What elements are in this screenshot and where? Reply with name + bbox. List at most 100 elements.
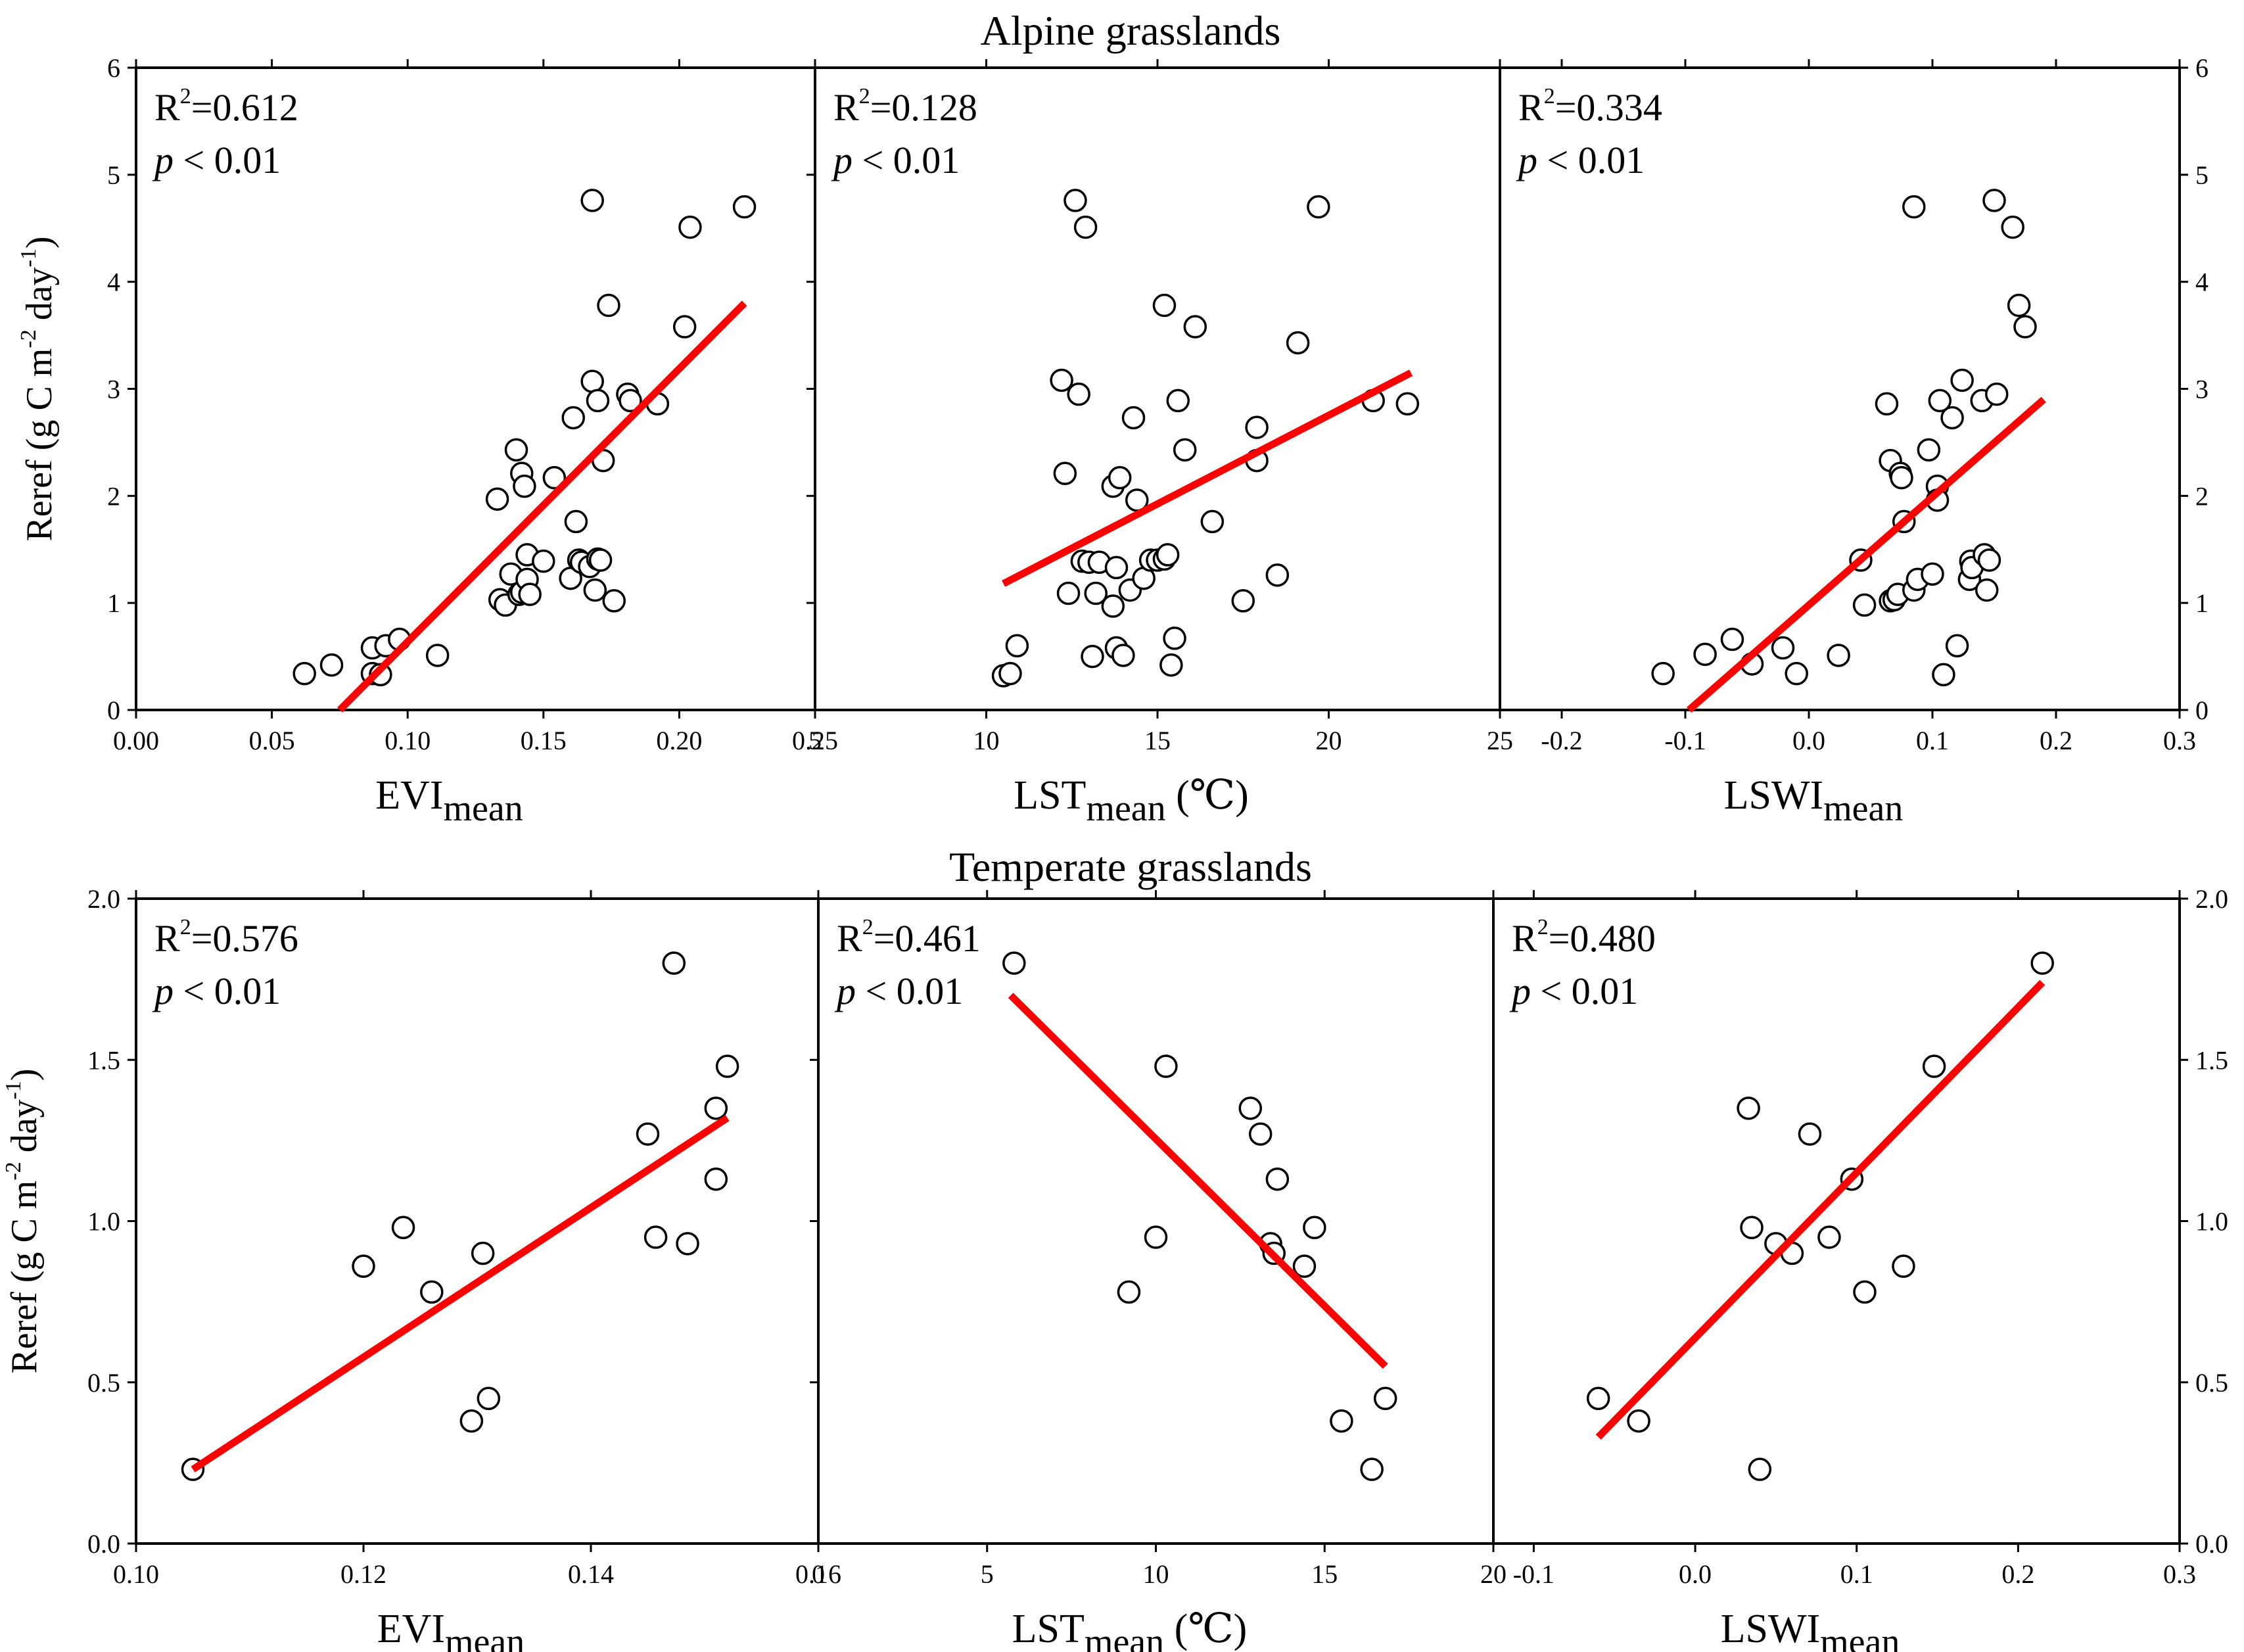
y-tick-label: 2.0 <box>87 884 120 914</box>
y-tick-label: 0 <box>2195 696 2209 725</box>
y-axis-label: Reref (g C m-2 day-1) <box>16 236 60 541</box>
y-tick-label: 5 <box>107 160 120 190</box>
x-tick-label: 0.10 <box>113 1559 159 1589</box>
data-point <box>2013 315 2037 339</box>
x-tick-label: 5 <box>981 1559 994 1589</box>
x-axis-label: LSWImean <box>1721 1607 1900 1652</box>
data-point <box>1265 563 1290 587</box>
data-point <box>1373 1386 1397 1411</box>
x-tick-label: 0.3 <box>2163 1559 2196 1589</box>
x-tick-label: 25 <box>1487 726 1513 755</box>
data-point <box>459 1409 484 1433</box>
data-point <box>1084 581 1108 605</box>
y-tick-label: 6 <box>2195 53 2209 83</box>
data-point <box>1875 392 1899 416</box>
x-tick-label: 15 <box>1144 726 1171 755</box>
data-point <box>580 189 604 212</box>
data-point <box>1154 1054 1178 1078</box>
data-point <box>1720 627 1744 651</box>
x-tick-label: -0.1 <box>1664 726 1706 755</box>
data-point <box>561 406 586 430</box>
data-point <box>1073 215 1098 239</box>
data-point <box>1693 642 1717 667</box>
data-point <box>1053 461 1077 485</box>
data-point <box>1005 634 1029 658</box>
data-point <box>1932 663 1955 687</box>
x-tick-label: 0.2 <box>2040 726 2072 755</box>
panels: 0.00 0.05 0.10 0.15 0.20 0.250123456EVImeanRe… <box>1 53 2228 1652</box>
panel-4: 0.10 0.12 0.14 0.16 0.0 0.5 1.0 1.5 2.0 EVImean Re… <box>1 884 841 1652</box>
x-tick-label: 5 <box>808 726 822 755</box>
regression-line <box>191 1114 730 1473</box>
x-tick-label: 0.16 <box>795 1559 841 1589</box>
data-point <box>636 1122 660 1146</box>
data-point <box>1248 1122 1273 1146</box>
panel-6: -0.1 0.0 0.1 0.2 0.30.00.51.01.52.0LSWImeanR… <box>1492 884 2228 1652</box>
x-axis-label: EVImean <box>377 1607 525 1652</box>
data-point <box>583 578 607 602</box>
x-tick-label: 20 <box>1316 726 1342 755</box>
data-point <box>704 1167 728 1191</box>
data-point <box>1200 509 1225 534</box>
data-point <box>2001 215 2024 239</box>
data-point <box>1890 465 1913 490</box>
x-tick-label: 0.20 <box>656 726 702 755</box>
x-tick-label: 0.15 <box>521 726 567 755</box>
x-tick-label: 0.00 <box>113 726 159 755</box>
data-point <box>542 465 567 490</box>
data-point <box>1067 382 1090 406</box>
r-squared-label: R2=0.128 <box>833 84 977 129</box>
x-tick-label: 0.2 <box>2001 1559 2034 1589</box>
y-tick-label: 6 <box>107 53 120 83</box>
data-point <box>485 487 509 511</box>
data-point <box>1152 293 1177 318</box>
data-point <box>597 293 620 318</box>
data-point <box>1173 438 1197 462</box>
x-axis-label: EVImean <box>375 773 523 829</box>
data-point <box>672 315 697 339</box>
y-tick-label: 0.0 <box>2195 1529 2228 1559</box>
data-point <box>2007 293 2031 318</box>
data-point <box>1395 392 1420 416</box>
data-point <box>292 661 316 686</box>
data-point <box>1852 593 1877 617</box>
x-tick-label: 10 <box>973 726 1000 755</box>
data-point <box>1586 1386 1610 1411</box>
data-point <box>1238 1097 1263 1120</box>
x-axis-label: LSTmean (℃) <box>1012 1607 1248 1652</box>
x-tick-label: 20 <box>1480 1559 1507 1589</box>
data-point <box>1892 1254 1915 1278</box>
y-tick-label: 1.5 <box>87 1045 120 1075</box>
x-axis-label: LSWImean <box>1724 773 1904 829</box>
p-value-label: p < 0.01 <box>152 139 281 181</box>
data-point <box>678 215 702 239</box>
data-point <box>643 1225 668 1249</box>
x-tick-label: 0.10 <box>385 726 431 755</box>
x-tick-label: 0.25 <box>792 726 838 755</box>
r-squared-label: R2=0.480 <box>1512 915 1656 960</box>
data-point <box>1940 406 1964 430</box>
data-point <box>1183 315 1207 339</box>
x-tick-label: 0.1 <box>1840 1559 1873 1589</box>
regression-line <box>1687 396 2046 713</box>
data-point <box>1117 1280 1141 1304</box>
data-point <box>1330 1409 1353 1433</box>
data-point <box>1163 626 1186 650</box>
data-point <box>1307 195 1330 219</box>
x-tick-label: 10 <box>1143 1559 1169 1589</box>
data-point <box>1985 382 2009 406</box>
data-point <box>1360 1457 1384 1481</box>
data-point <box>532 549 555 573</box>
p-value-label: p < 0.01 <box>831 139 960 181</box>
data-point <box>602 589 626 613</box>
x-tick-label: 0 <box>812 1559 825 1589</box>
y-tick-label: 0.5 <box>87 1368 120 1398</box>
data-point <box>1056 581 1081 605</box>
data-point <box>1975 578 1999 602</box>
data-point <box>1827 644 1850 667</box>
p-value-label: p < 0.01 <box>1509 970 1638 1012</box>
data-point <box>1945 634 1969 658</box>
data-point <box>1064 189 1087 212</box>
data-point <box>1740 1215 1764 1240</box>
